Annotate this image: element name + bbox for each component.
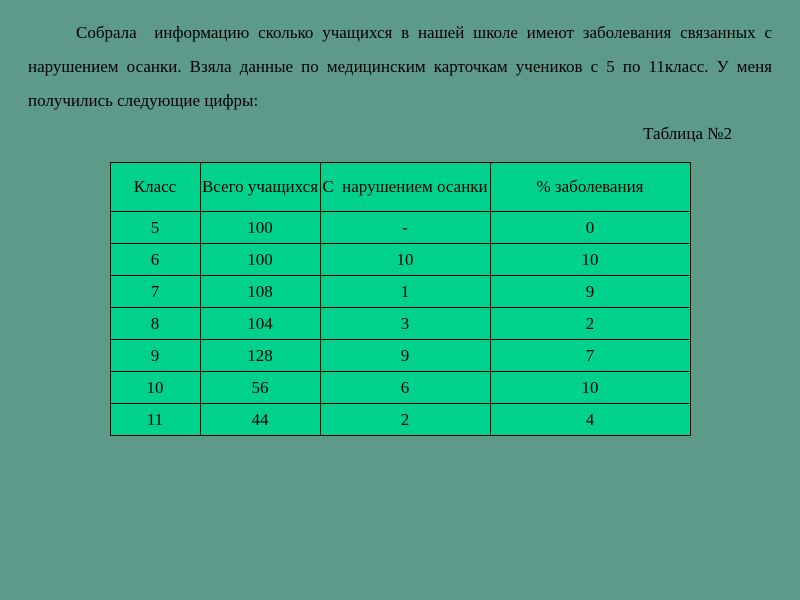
- table-cell: 6: [320, 372, 490, 404]
- posture-table: Класс Всего учащихся С нарушением осанки…: [110, 162, 691, 436]
- table-cell: 100: [200, 212, 320, 244]
- table-cell: 104: [200, 308, 320, 340]
- table-cell: 44: [200, 404, 320, 436]
- table-row: 5100-0: [110, 212, 690, 244]
- table-row: 1056610: [110, 372, 690, 404]
- table-cell: 108: [200, 276, 320, 308]
- table-row: 114424: [110, 404, 690, 436]
- table-cell: 7: [110, 276, 200, 308]
- table-cell: 3: [320, 308, 490, 340]
- table-cell: 9: [110, 340, 200, 372]
- table-cell: 0: [490, 212, 690, 244]
- table-body: 5100-06100101071081981043291289710566101…: [110, 212, 690, 436]
- col-header-class: Класс: [110, 163, 200, 212]
- table-caption: Таблица №2: [28, 124, 772, 144]
- table-cell: 9: [490, 276, 690, 308]
- table-cell: 10: [110, 372, 200, 404]
- table-header-row: Класс Всего учащихся С нарушением осанки…: [110, 163, 690, 212]
- table-cell: 11: [110, 404, 200, 436]
- table-row: 912897: [110, 340, 690, 372]
- table-cell: 1: [320, 276, 490, 308]
- table-cell: 6: [110, 244, 200, 276]
- table-cell: 2: [320, 404, 490, 436]
- table-cell: 10: [490, 372, 690, 404]
- table-row: 710819: [110, 276, 690, 308]
- table-cell: 9: [320, 340, 490, 372]
- table-cell: -: [320, 212, 490, 244]
- table-row: 61001010: [110, 244, 690, 276]
- table-cell: 10: [320, 244, 490, 276]
- table-container: Класс Всего учащихся С нарушением осанки…: [28, 162, 772, 436]
- table-cell: 2: [490, 308, 690, 340]
- col-header-total: Всего учащихся: [200, 163, 320, 212]
- table-cell: 10: [490, 244, 690, 276]
- table-cell: 5: [110, 212, 200, 244]
- table-cell: 100: [200, 244, 320, 276]
- table-cell: 8: [110, 308, 200, 340]
- table-cell: 56: [200, 372, 320, 404]
- table-row: 810432: [110, 308, 690, 340]
- table-cell: 4: [490, 404, 690, 436]
- col-header-violation: С нарушением осанки: [320, 163, 490, 212]
- table-cell: 7: [490, 340, 690, 372]
- intro-paragraph: Собрала информацию сколько учащихся в на…: [28, 16, 772, 118]
- table-cell: 128: [200, 340, 320, 372]
- col-header-percent: % заболевания: [490, 163, 690, 212]
